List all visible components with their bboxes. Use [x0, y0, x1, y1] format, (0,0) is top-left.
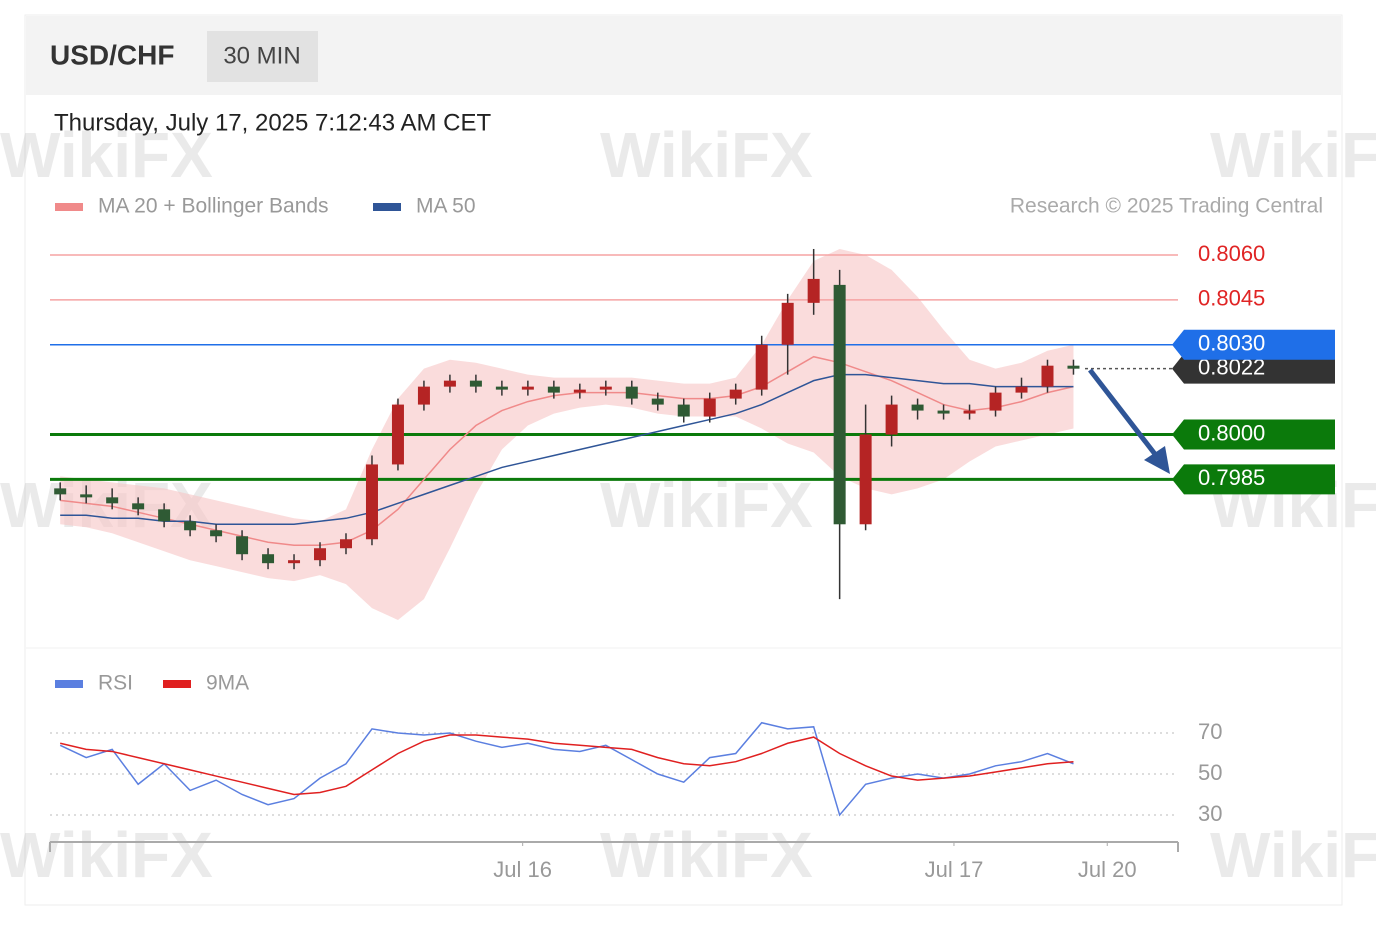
watermark: WikiFX [0, 819, 213, 891]
candle-body [755, 344, 768, 390]
watermark: WikiFX [600, 119, 813, 191]
level-label: 0.8030 [1198, 331, 1265, 356]
x-tick-label: Jul 20 [1078, 857, 1137, 882]
x-tick-label: Jul 16 [493, 857, 552, 882]
legend-label: RSI [98, 672, 133, 695]
candle-body [651, 398, 664, 405]
candle-body [106, 497, 119, 504]
watermark: WikiFX [1210, 819, 1376, 891]
timestamp: Thursday, July 17, 2025 7:12:43 AM CET [54, 109, 491, 136]
level-label: 0.8000 [1198, 420, 1265, 445]
legend-swatch [373, 203, 401, 211]
arrow-shaft [1088, 368, 1160, 460]
watermark: WikiFX [600, 819, 813, 891]
candle-body [288, 560, 301, 564]
candle-body [703, 398, 716, 417]
level-box [1172, 464, 1335, 495]
legend-swatch [55, 680, 83, 688]
candle-body [210, 530, 223, 537]
watermark: WikiFX [1210, 119, 1376, 191]
timeframe: 30 MIN [223, 42, 300, 69]
candle-body [833, 284, 846, 525]
level-box [1172, 329, 1335, 360]
candle-body [80, 494, 93, 498]
watermark: WikiFX [0, 119, 213, 191]
watermark: WikiFX [600, 469, 813, 541]
y-tick-label: 50 [1198, 760, 1222, 785]
candle-body [1041, 365, 1054, 387]
rsi-line [60, 734, 1074, 796]
candle-body [963, 410, 976, 414]
candle-body [521, 386, 534, 390]
legend-label: MA 50 [416, 195, 476, 218]
candle-body [158, 509, 171, 522]
candle-body [443, 380, 456, 387]
forecast-arrow [1088, 368, 1170, 474]
legend-swatch [55, 203, 83, 211]
card [24, 14, 1343, 906]
candle-body [339, 539, 352, 549]
candle-body [417, 386, 430, 405]
y-tick-label: 70 [1198, 719, 1222, 744]
candle-body [1015, 386, 1028, 393]
level-label: 0.8060 [1198, 241, 1265, 266]
legend-label: 9MA [206, 672, 249, 695]
candle-body [989, 392, 1002, 411]
level-label: 0.7985 [1198, 465, 1265, 490]
candle-body [807, 278, 820, 303]
rsi-line [59, 721, 1074, 817]
x-tick-label: Jul 17 [925, 857, 984, 882]
arrow-head [1144, 446, 1170, 474]
candle-body [132, 503, 145, 510]
candle-body [391, 404, 404, 465]
candle-body [573, 389, 586, 393]
credit: Research © 2025 Trading Central [1010, 195, 1323, 218]
legend-label: MA 20 + Bollinger Bands [98, 195, 329, 218]
candle-body [599, 386, 612, 390]
candle-body [547, 386, 560, 393]
legend-swatch [163, 680, 191, 688]
candle-body [236, 536, 249, 555]
candle-body [314, 548, 327, 561]
level-box [1172, 419, 1335, 450]
candle-body [677, 404, 690, 417]
candle-body [495, 386, 508, 390]
symbol: USD/CHF [50, 39, 174, 70]
bollinger-band [60, 248, 1074, 621]
candle-body [885, 404, 898, 435]
level-box [1172, 353, 1335, 384]
y-tick-label: 30 [1198, 801, 1222, 826]
candle-body [937, 410, 950, 414]
candle-body [859, 434, 872, 525]
ma-line [60, 355, 1074, 546]
candle-body [184, 521, 197, 531]
candle-body [729, 389, 742, 399]
candle-body [625, 386, 638, 399]
candle-body [911, 404, 924, 411]
ma-line [60, 373, 1074, 526]
candle-body [54, 488, 67, 495]
candle-body [469, 380, 482, 387]
candle-body [1067, 365, 1080, 369]
candle-body [262, 554, 275, 564]
timeframe-box [207, 31, 318, 82]
candle-body [781, 302, 794, 345]
candle-body [365, 464, 378, 540]
level-label: 0.8045 [1198, 286, 1265, 311]
